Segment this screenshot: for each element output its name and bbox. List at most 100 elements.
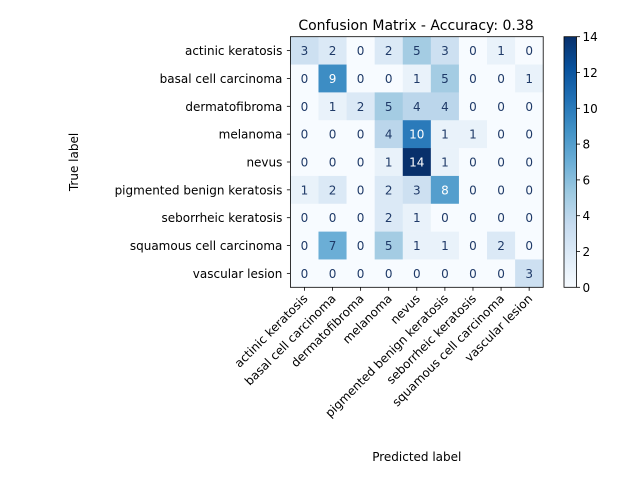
- y-tick-label: pigmented benign keratosis: [115, 183, 283, 197]
- cell-value-label: 3: [525, 267, 533, 281]
- cell-value-label: 2: [329, 183, 337, 197]
- heatmap-cell: [430, 231, 460, 260]
- chart-title: Confusion Matrix - Accuracy: 0.38: [298, 18, 533, 34]
- cell-value-label: 0: [301, 211, 309, 225]
- heatmap-cell: [374, 148, 404, 177]
- cell-value-label: 0: [357, 239, 365, 253]
- heatmap-cell: [402, 231, 432, 260]
- heatmap-cell: [430, 92, 460, 121]
- heatmap-cell: [290, 64, 319, 93]
- heatmap-cell: [374, 92, 404, 121]
- heatmap-cell: [346, 92, 375, 121]
- cell-value-label: 1: [497, 44, 505, 58]
- y-tick-label: actinic keratosis: [185, 44, 282, 58]
- colorbar-tick-label: 14: [583, 30, 598, 44]
- cell-value-label: 0: [441, 267, 449, 281]
- cell-value-label: 0: [525, 128, 533, 142]
- heatmap-cell: [346, 64, 375, 93]
- cell-value-label: 7: [329, 239, 337, 253]
- cell-value-label: 0: [357, 183, 365, 197]
- cell-value-label: 9: [329, 72, 337, 86]
- cell-value-label: 3: [413, 183, 421, 197]
- cell-value-label: 0: [301, 100, 309, 114]
- cell-value-label: 0: [525, 239, 533, 253]
- cell-value-label: 0: [441, 211, 449, 225]
- cell-value-label: 0: [469, 156, 477, 170]
- cell-value-label: 2: [385, 211, 393, 225]
- cell-value-label: 2: [385, 44, 393, 58]
- heatmap-cell: [374, 231, 404, 260]
- cell-value-label: 0: [497, 128, 505, 142]
- cell-value-label: 5: [413, 44, 421, 58]
- cell-value-label: 0: [357, 267, 365, 281]
- y-axis-ticks: actinic keratosis basal cell carcinoma der…: [115, 44, 291, 281]
- heatmap-cell: [346, 120, 375, 149]
- heatmap-cell: [318, 92, 347, 121]
- heatmap-cell: [458, 231, 488, 260]
- heatmap-cell: [346, 36, 375, 65]
- y-tick-label: melanoma: [219, 128, 283, 142]
- cell-value-label: 2: [329, 44, 337, 58]
- heatmap-cell: [458, 120, 488, 149]
- heatmap-cell: [515, 175, 544, 205]
- cell-value-label: 1: [413, 239, 421, 253]
- cell-value-label: 4: [413, 100, 421, 114]
- cell-value-label: 0: [525, 100, 533, 114]
- colorbar-tick-label: 8: [583, 138, 591, 152]
- heatmap-cell: [515, 259, 544, 288]
- heatmap-cell: [346, 203, 375, 232]
- heatmap-cell: [402, 203, 432, 232]
- heatmap-cell: [487, 231, 516, 260]
- heatmap-cell: [515, 36, 544, 65]
- heatmap-cell: [487, 148, 516, 177]
- heatmap-cell: [487, 92, 516, 121]
- cell-value-label: 0: [469, 44, 477, 58]
- cell-value-label: 0: [497, 183, 505, 197]
- heatmap-cell: [402, 148, 432, 177]
- cell-value-label: 0: [497, 156, 505, 170]
- cell-value-label: 1: [413, 211, 421, 225]
- heatmap-cell: [290, 203, 319, 232]
- cell-value-label: 5: [385, 239, 393, 253]
- heatmap-cell: [374, 259, 404, 288]
- cell-value-label: 0: [469, 267, 477, 281]
- heatmap-cell: [430, 259, 460, 288]
- colorbar-tick-label: 4: [583, 209, 591, 223]
- cell-value-label: 0: [329, 211, 337, 225]
- heatmap-cell: [290, 92, 319, 121]
- cell-value-label: 1: [441, 128, 449, 142]
- cell-value-label: 2: [385, 183, 393, 197]
- cell-value-label: 1: [441, 156, 449, 170]
- cell-value-label: 0: [469, 239, 477, 253]
- cell-value-label: 0: [329, 128, 337, 142]
- heatmap-cell: [458, 92, 488, 121]
- cell-value-label: 0: [525, 156, 533, 170]
- cell-value-label: 0: [469, 100, 477, 114]
- heatmap-cell: [515, 148, 544, 177]
- heatmap-cell: [402, 120, 432, 149]
- heatmap-cell: [318, 231, 347, 260]
- cell-value-label: 0: [413, 267, 421, 281]
- cell-value-label: 0: [497, 211, 505, 225]
- heatmap-cell: [487, 36, 516, 65]
- heatmap-cell: [430, 148, 460, 177]
- colorbar-tick-label: 10: [583, 102, 598, 116]
- heatmap-cell: [487, 120, 516, 149]
- cell-value-label: 1: [413, 72, 421, 86]
- heatmap-cell: [374, 203, 404, 232]
- cell-value-label: 3: [301, 44, 309, 58]
- heatmap-cell-labels: 3 2 0 2 5 3 0 1 00 9 0 0 1 5 0 0 10 1 2 5 4 4 0 0 00 0 0 4 10 1 1 0 00 0 0…: [301, 44, 533, 281]
- colorbar-ticks: 0 2 4 6 8 10 12 14: [576, 30, 598, 295]
- colorbar-tick-label: 6: [583, 173, 591, 187]
- heatmap-cell: [458, 36, 488, 65]
- heatmap-cell: [374, 36, 404, 65]
- cell-value-label: 0: [469, 211, 477, 225]
- cell-value-label: 0: [301, 267, 309, 281]
- heatmap-cell: [515, 231, 544, 260]
- cell-value-label: 1: [525, 72, 533, 86]
- cell-value-label: 0: [357, 72, 365, 86]
- heatmap-cell: [318, 259, 347, 288]
- colorbar: [563, 36, 577, 288]
- heatmap-cell: [402, 36, 432, 65]
- heatmap-cell: [318, 120, 347, 149]
